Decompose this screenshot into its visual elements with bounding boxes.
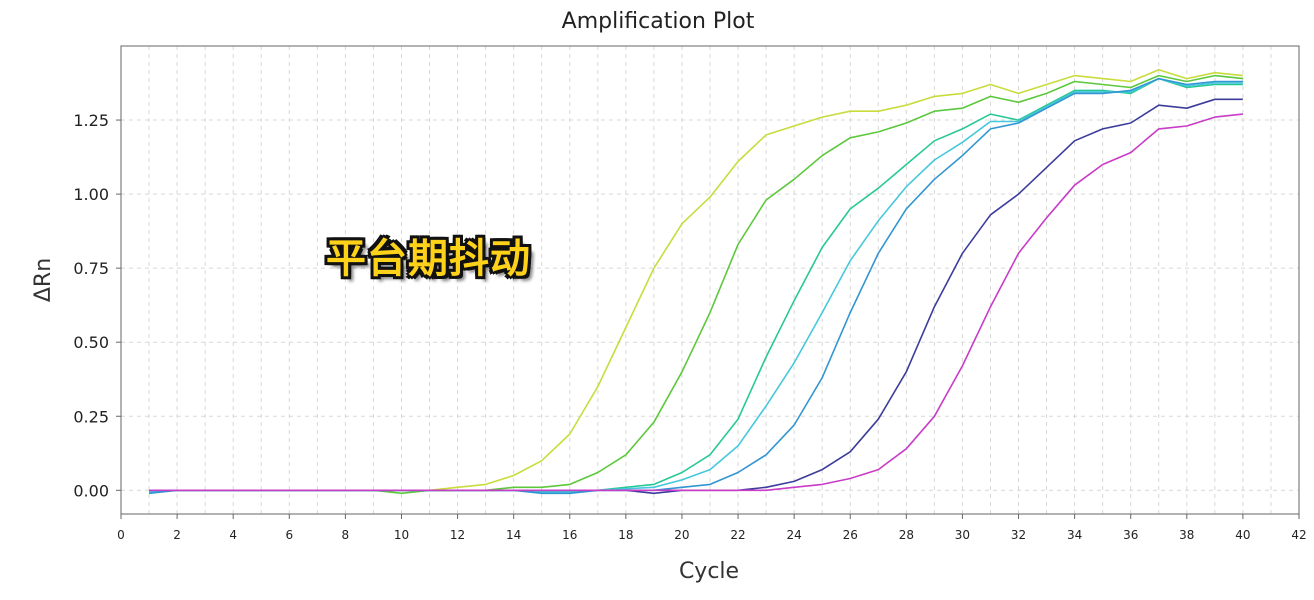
series-line-4 <box>148 77 1243 493</box>
x-tick-label: 4 <box>229 528 237 542</box>
x-tick-label: 30 <box>955 528 970 542</box>
y-axis: 0.00 0.25 0.50 0.75 1.00 1.25 <box>73 111 121 500</box>
y-tick-label: 0.75 <box>73 259 109 278</box>
x-tick-label: 42 <box>1291 528 1306 542</box>
y-tick-label: 1.00 <box>73 185 109 204</box>
series-layer <box>148 68 1243 495</box>
series-line-1 <box>149 68 1243 492</box>
grid <box>121 46 1299 514</box>
series-line-6 <box>149 98 1243 495</box>
x-axis: 0 2 4 6 8 10 12 14 16 18 20 22 24 26 28 30 32 34 36 38 40 42 <box>117 514 1307 542</box>
y-axis-label: ΔRn <box>31 258 56 302</box>
series-line-5 <box>148 77 1243 495</box>
x-tick-label: 32 <box>1011 528 1026 542</box>
x-tick-label: 16 <box>562 528 577 542</box>
x-tick-label: 10 <box>394 528 409 542</box>
x-tick-label: 8 <box>342 528 350 542</box>
series-line-7 <box>149 113 1243 492</box>
x-tick-label: 0 <box>117 528 125 542</box>
x-tick-label: 26 <box>843 528 858 542</box>
x-tick-label: 38 <box>1179 528 1194 542</box>
plot-frame <box>120 45 1300 515</box>
x-tick-label: 34 <box>1067 528 1082 542</box>
x-tick-label: 28 <box>899 528 914 542</box>
x-tick-label: 18 <box>618 528 633 542</box>
x-tick-label: 12 <box>450 528 465 542</box>
x-tick-label: 6 <box>285 528 293 542</box>
y-tick-label: 0.25 <box>73 407 109 426</box>
y-tick-label: 0.00 <box>73 481 109 500</box>
x-tick-label: 2 <box>173 528 181 542</box>
x-tick-label: 36 <box>1123 528 1138 542</box>
x-tick-label: 22 <box>730 528 745 542</box>
chart-title: Amplification Plot <box>562 9 755 34</box>
x-tick-label: 20 <box>674 528 689 542</box>
x-tick-label: 14 <box>506 528 521 542</box>
y-tick-label: 0.50 <box>73 333 109 352</box>
series-line-3 <box>149 77 1243 492</box>
annotation-label: 平台期抖动 <box>326 236 531 282</box>
x-tick-label: 24 <box>787 528 802 542</box>
x-axis-label: Cycle <box>679 559 739 584</box>
y-tick-label: 1.25 <box>73 111 109 130</box>
x-tick-label: 40 <box>1235 528 1250 542</box>
